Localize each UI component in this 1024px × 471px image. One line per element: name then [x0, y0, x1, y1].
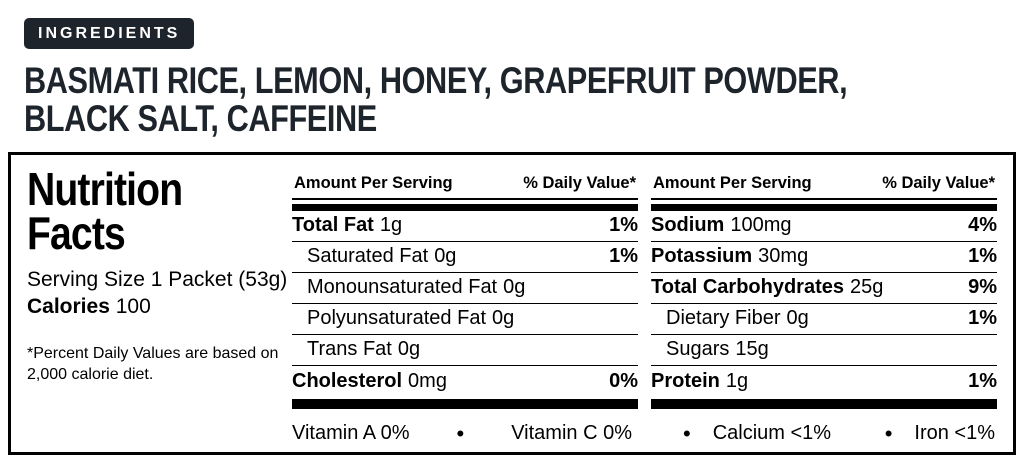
- calcium-value: Calcium <1%: [712, 422, 832, 444]
- nutrient-row-potassium: Potassium 30mg 1%: [651, 242, 997, 273]
- nutrient-amount: 0g: [786, 307, 809, 329]
- bullet-separator: •: [683, 420, 691, 446]
- nutrient-row-saturated-fat: Saturated Fat 0g 1%: [292, 242, 638, 273]
- amount-per-serving-label: Amount Per Serving: [294, 174, 453, 192]
- nutrient-row-polyunsaturated-fat: Polyunsaturated Fat 0g: [292, 304, 638, 335]
- thick-divider-bar: [292, 399, 638, 409]
- nutrient-amount: 0g: [503, 276, 526, 298]
- bullet-separator: •: [884, 420, 893, 446]
- nutrient-name: Total Fat: [292, 214, 374, 236]
- nutrient-percent: 1%: [609, 245, 638, 267]
- nutrient-percent: 1%: [968, 245, 997, 267]
- daily-value-label: % Daily Value*: [882, 174, 995, 192]
- nutrient-amount: 1g: [725, 370, 749, 392]
- nutrient-name: Polyunsaturated Fat: [307, 307, 486, 329]
- iron-group: • Iron <1%: [885, 422, 995, 445]
- column-2-header: Amount Per Serving % Daily Value*: [651, 167, 997, 200]
- nutrient-amount: 100mg: [730, 214, 792, 236]
- nutrient-amount: 0mg: [408, 370, 447, 392]
- nutrient-name: Monounsaturated Fat: [307, 276, 498, 298]
- ingredients-line-1: BASMATI RICE, LEMON, HONEY, GRAPEFRUIT P…: [24, 60, 848, 101]
- thick-divider-bar: [651, 399, 997, 409]
- nutrient-percent: 0%: [609, 370, 638, 392]
- nutrient-column-1: Amount Per Serving % Daily Value* Total …: [292, 167, 638, 452]
- footnote-line-1: *Percent Daily Values are based on: [27, 345, 279, 362]
- nutrient-name: Potassium: [651, 245, 753, 267]
- ingredients-badge: INGREDIENTS: [24, 18, 195, 49]
- thick-divider-bar: [292, 204, 638, 211]
- nutrient-name: Sodium: [651, 214, 725, 236]
- daily-value-label: % Daily Value*: [523, 174, 636, 192]
- panel-left-column: Nutrition Facts Serving Size 1 Packet (5…: [27, 163, 288, 452]
- nutrition-facts-panel: Nutrition Facts Serving Size 1 Packet (5…: [8, 152, 1016, 455]
- column-1-header: Amount Per Serving % Daily Value*: [292, 167, 638, 200]
- minerals-row: • Calcium <1% • Iron <1%: [651, 409, 997, 445]
- calcium-group: • Calcium <1%: [683, 422, 831, 445]
- nutrient-percent: 1%: [968, 370, 997, 392]
- nutrient-amount: 0g: [434, 245, 457, 267]
- nutrient-column-2: Amount Per Serving % Daily Value* Sodium…: [651, 167, 997, 452]
- nutrient-name: Dietary Fiber: [666, 307, 781, 329]
- serving-size: Serving Size 1 Packet (53g): [27, 268, 288, 291]
- nutrient-amount: 0g: [397, 338, 421, 360]
- nutrient-amount: 25g: [850, 276, 884, 298]
- nutrient-row-sugars: Sugars 15g: [651, 335, 997, 366]
- nutrient-percent: 9%: [968, 276, 997, 298]
- nutrient-name: Total Carbohydrates: [651, 276, 844, 298]
- nutrient-name: Cholesterol: [292, 370, 403, 392]
- nutrient-amount: 15g: [735, 338, 769, 360]
- ingredients-section: INGREDIENTS BASMATI RICE, LEMON, HONEY, …: [0, 0, 1024, 138]
- vitamin-a-value: Vitamin A 0%: [292, 422, 410, 444]
- calories-line: Calories 100: [27, 293, 279, 321]
- nutrient-name: Trans Fat: [307, 338, 392, 360]
- nutrient-name: Saturated Fat: [307, 245, 429, 267]
- nutrient-amount: 0g: [492, 307, 515, 329]
- nutrient-row-trans-fat: Trans Fat 0g: [292, 335, 638, 366]
- nutrient-percent: 4%: [968, 214, 997, 236]
- vitamins-row: Vitamin A 0% • Vitamin C 0%: [292, 409, 638, 445]
- ingredients-text: BASMATI RICE, LEMON, HONEY, GRAPEFRUIT P…: [24, 62, 1024, 138]
- nutrient-percent: 1%: [968, 307, 997, 329]
- nutrient-amount: 1g: [379, 214, 403, 236]
- calories-value: 100: [115, 295, 151, 318]
- nutrient-name: Protein: [651, 370, 720, 392]
- nutrient-row-dietary-fiber: Dietary Fiber 0g 1%: [651, 304, 997, 335]
- nutrient-row-sodium: Sodium 100mg 4%: [651, 211, 997, 242]
- footnote-line-2: 2,000 calorie diet.: [27, 366, 154, 383]
- nutrient-row-protein: Protein 1g 1%: [651, 366, 997, 397]
- nutrient-row-total-carbohydrates: Total Carbohydrates 25g 9%: [651, 273, 997, 304]
- nutrient-amount: 30mg: [758, 245, 809, 267]
- thick-divider-bar: [651, 204, 997, 211]
- bullet-separator: •: [456, 420, 465, 446]
- daily-value-footnote: *Percent Daily Values are based on 2,000…: [27, 343, 279, 385]
- nutrient-row-total-fat: Total Fat 1g 1%: [292, 211, 638, 242]
- nutrition-facts-title: Nutrition Facts: [27, 163, 183, 259]
- iron-value: Iron <1%: [914, 422, 995, 444]
- nutrient-name: Sugars: [666, 338, 730, 360]
- vitamin-c-value: Vitamin C 0%: [511, 422, 632, 444]
- nutrient-percent: 1%: [609, 214, 638, 236]
- ingredients-line-2: BLACK SALT, CAFFEINE: [24, 98, 377, 139]
- nutrient-row-monounsaturated-fat: Monounsaturated Fat 0g: [292, 273, 638, 304]
- calories-label: Calories: [27, 295, 110, 318]
- amount-per-serving-label: Amount Per Serving: [653, 174, 812, 192]
- nutrient-row-cholesterol: Cholesterol 0mg 0%: [292, 366, 638, 397]
